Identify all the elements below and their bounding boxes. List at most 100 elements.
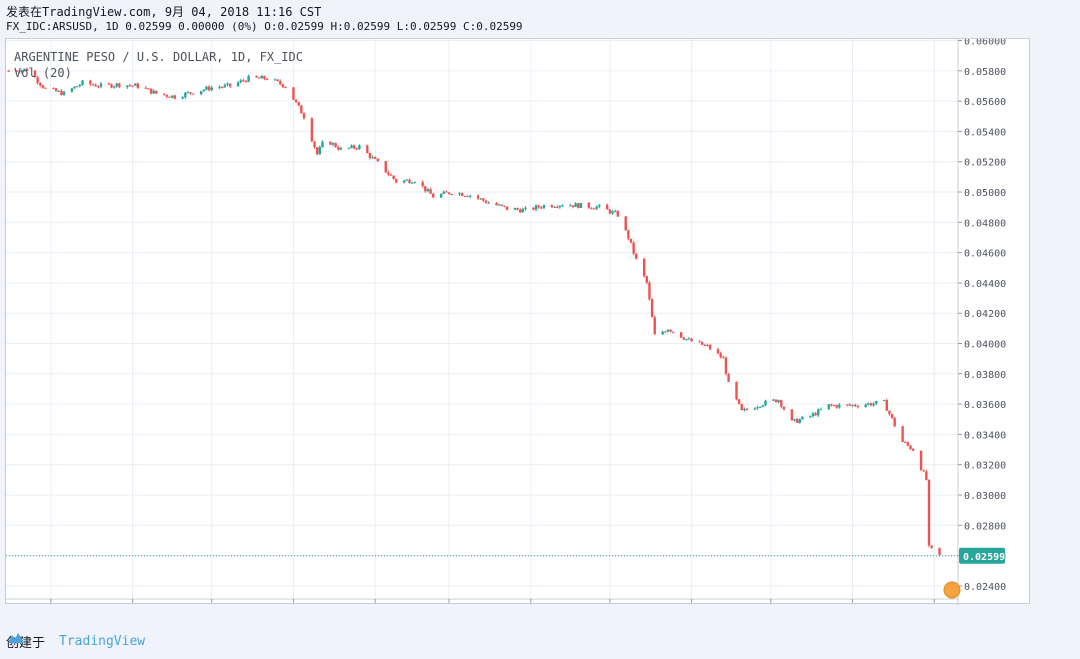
candle-body [331, 143, 335, 145]
candle-body [735, 381, 738, 400]
y-tick-label: 0.04200 [964, 309, 1006, 320]
candle-body [495, 202, 498, 206]
candle-body [642, 258, 646, 277]
candle-body [666, 329, 670, 332]
candle-body [574, 203, 577, 207]
candle-body [186, 92, 190, 94]
candle-body [128, 85, 132, 87]
y-tick-label: 0.02400 [964, 582, 1006, 593]
candle-body [487, 202, 490, 204]
candle-body [39, 82, 42, 86]
candle-body [540, 207, 543, 209]
candle-body [864, 404, 867, 407]
candle-body [23, 68, 26, 71]
candle-body [89, 80, 92, 85]
candle-body [606, 204, 609, 210]
candle-body [25, 68, 29, 71]
candle-body [199, 91, 203, 95]
candle-body [798, 419, 801, 423]
candle-body [524, 207, 527, 209]
candle-body [569, 205, 572, 207]
candle-body [782, 406, 786, 410]
candle-body [339, 148, 343, 150]
candle-body [110, 84, 113, 88]
candle-body [819, 409, 823, 411]
candle-body [664, 331, 667, 333]
candle-body [579, 203, 583, 208]
candle-body [447, 192, 451, 195]
candle-body [838, 404, 841, 408]
candle-body [163, 93, 166, 95]
candle-body [126, 85, 129, 88]
candle-body [36, 77, 39, 83]
candle-body [192, 93, 195, 95]
candle-body [700, 341, 704, 345]
candle-body [919, 450, 923, 471]
candle-body [893, 418, 896, 427]
candle-body [817, 409, 820, 416]
candle-body [76, 86, 79, 88]
candle-body [366, 145, 369, 154]
candle-body [149, 88, 153, 94]
candle-body [134, 83, 137, 86]
candle-body [635, 253, 638, 259]
candle-body [558, 205, 561, 208]
candle-body [795, 418, 799, 423]
candle-body [882, 400, 886, 402]
candle-body [165, 94, 169, 97]
candle-body [60, 90, 63, 96]
candle-body [811, 413, 815, 417]
candle-body [645, 276, 649, 283]
candle-body [716, 349, 720, 354]
candle-body [872, 403, 875, 406]
candle-body [463, 195, 467, 197]
candle-body [708, 345, 712, 350]
currency-flag-icon[interactable] [943, 581, 961, 599]
volume-indicator-label: Vol (20) [14, 66, 72, 80]
candle-body [445, 191, 448, 193]
candle-body [682, 337, 685, 340]
candle-body [461, 193, 464, 196]
candle-body [115, 83, 118, 87]
candle-body [247, 75, 250, 82]
candle-body [598, 204, 601, 207]
candle-body [856, 406, 859, 408]
tradingview-link[interactable]: TradingView [8, 633, 145, 649]
candle-body [218, 87, 221, 89]
candle-body [542, 205, 546, 209]
candle-body [94, 84, 97, 87]
candle-body [413, 182, 416, 184]
candle-body [780, 400, 783, 407]
candle-body [790, 409, 794, 421]
candle-body [611, 211, 614, 214]
price-chart[interactable]: 0.024000.026000.028000.030000.032000.034… [6, 39, 1031, 605]
y-tick-label: 0.06000 [964, 39, 1006, 48]
candle-body [168, 96, 171, 98]
candle-body [54, 88, 58, 92]
candle-body [421, 182, 424, 187]
candle-body [703, 344, 707, 346]
candle-body [505, 206, 509, 210]
candle-body [911, 449, 915, 451]
candle-body [613, 211, 617, 213]
candle-body [627, 230, 630, 239]
candle-body [909, 445, 912, 450]
candle-body [210, 87, 213, 91]
candle-body [722, 357, 725, 359]
candle-body [350, 145, 353, 148]
candle-body [321, 141, 324, 148]
candle-body [136, 83, 140, 88]
candle-body [207, 86, 211, 91]
candle-body [904, 442, 907, 444]
candle-body [930, 545, 933, 548]
candle-body [318, 147, 322, 155]
candle-body [424, 186, 427, 192]
candle-body [260, 75, 264, 79]
candle-body [329, 141, 332, 145]
candle-body [561, 205, 564, 207]
chart-title: ARGENTINE PESO / U.S. DOLLAR, 1D, FX_IDC [14, 50, 303, 64]
candle-body [376, 158, 380, 162]
candle-body [875, 400, 878, 404]
candle-body [503, 205, 506, 207]
chart-panel[interactable]: 0.024000.026000.028000.030000.032000.034… [5, 38, 1031, 605]
